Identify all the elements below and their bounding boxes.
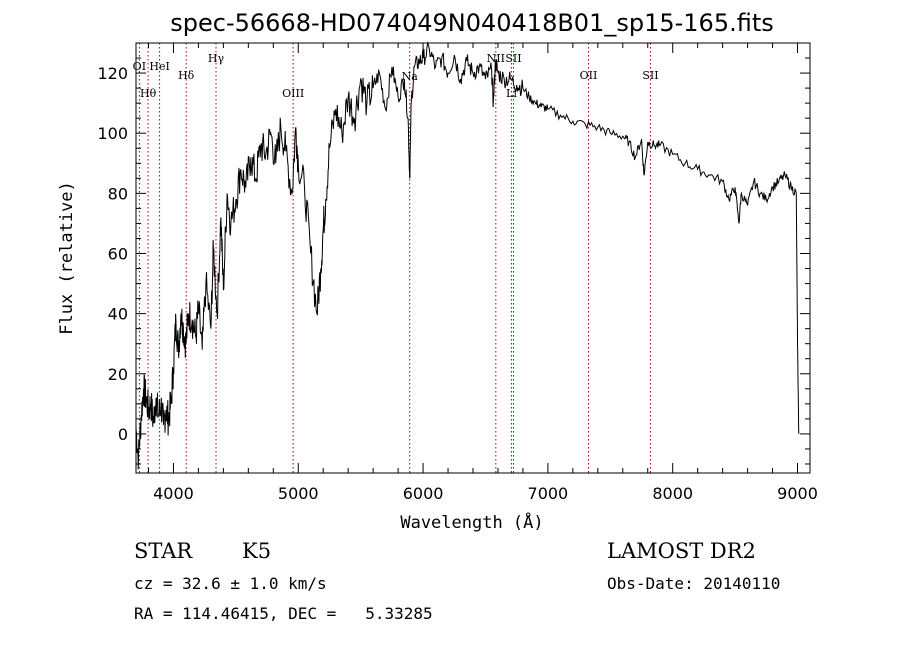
y-tick-label: 0 <box>118 425 128 444</box>
y-tick-label: 40 <box>108 305 128 324</box>
line-marker-label: OII <box>580 69 598 82</box>
line-marker-label: HeI <box>149 60 169 73</box>
spectral-line-markers <box>138 43 651 473</box>
y-axis: 0 20 40 60 80 100 120 <box>97 42 810 465</box>
y-tick-label: 100 <box>97 124 128 143</box>
object-class: STAR <box>134 539 193 563</box>
chart-title: spec-56668-HD074049N040418B01_sp15-165.f… <box>170 9 774 37</box>
plot-frame <box>135 42 811 474</box>
coordinates-readout: RA = 114.46415, DEC = 5.33285 <box>134 604 433 623</box>
survey-name: LAMOST DR2 <box>607 539 756 563</box>
line-marker-label: OIII <box>282 87 304 100</box>
line-marker-label: Li <box>506 87 517 100</box>
observation-date: Obs-Date: 20140110 <box>607 574 781 593</box>
object-subclass: K5 <box>242 539 272 563</box>
y-tick-label: 20 <box>108 365 128 384</box>
line-marker-label: Hδ <box>178 69 195 82</box>
x-axis-label: Wavelength (Å) <box>400 511 543 533</box>
y-tick-label: 120 <box>97 64 128 83</box>
velocity-readout: cz = 32.6 ± 1.0 km/s <box>134 574 327 593</box>
line-marker-label: SII <box>642 69 658 82</box>
x-tick-label: 5000 <box>278 484 319 503</box>
x-tick-label: 8000 <box>652 484 693 503</box>
line-marker-label: Hγ <box>208 52 225 65</box>
line-marker-label: OI <box>133 60 146 73</box>
x-tick-label: 6000 <box>403 484 444 503</box>
y-tick-label: 80 <box>108 184 128 203</box>
x-tick-label: 7000 <box>528 484 569 503</box>
x-tick-label: 4000 <box>153 484 194 503</box>
x-tick-label: 9000 <box>777 484 818 503</box>
line-marker-label: SII <box>505 52 521 65</box>
line-marker-label: Hθ <box>140 87 157 100</box>
x-axis: 4000 5000 6000 7000 8000 9000 <box>147 43 818 503</box>
spectrum-line <box>135 41 800 470</box>
line-marker-label: NII <box>487 52 505 65</box>
y-tick-label: 60 <box>108 244 128 263</box>
y-axis-label: Flux (relative) <box>57 181 77 335</box>
